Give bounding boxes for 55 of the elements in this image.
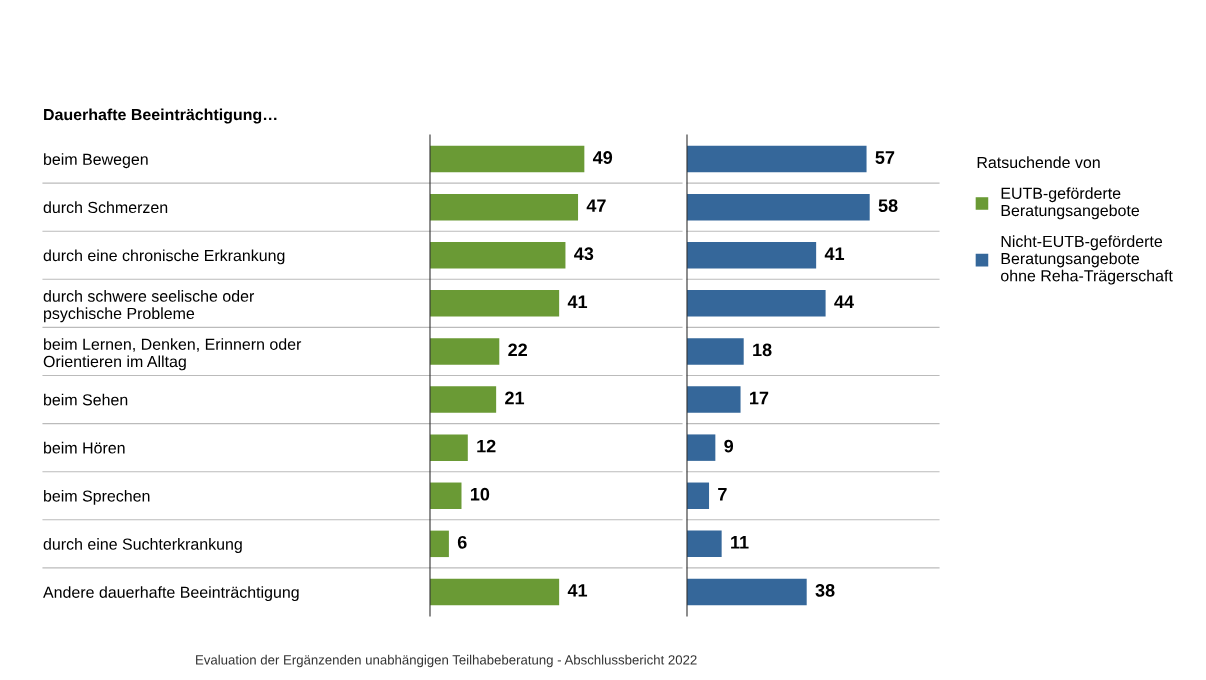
data-label: 9 (724, 439, 734, 453)
data-label: 7 (718, 488, 727, 501)
bar (430, 530, 449, 558)
bar (687, 386, 741, 413)
data-label: 43 (574, 247, 594, 261)
data-label: 41 (567, 584, 588, 597)
data-label: 44 (834, 295, 854, 309)
data-label: 47 (586, 199, 606, 212)
data-label: 41 (567, 295, 588, 309)
bar (687, 145, 867, 173)
bar (430, 386, 497, 413)
y-tick-label: durch Schmerzen (43, 201, 168, 214)
bar (430, 578, 560, 606)
bar (687, 242, 817, 269)
bar (687, 338, 744, 365)
bar (687, 290, 826, 317)
y-tick-label: beim Hören (44, 441, 125, 454)
data-label: 10 (470, 487, 490, 501)
text: Dauerhafte Beeinträchtigung… (44, 108, 277, 124)
text: Evaluation der Ergänzenden unabhängigen Teilhabeberatung - Abschlussbericht 2022 (196, 654, 697, 668)
data-label: 18 (753, 343, 772, 357)
y-tick-label: durch eine chronische Erkrankung (43, 249, 285, 265)
data-label: 58 (878, 199, 898, 212)
y-tick-label: beim Lernen, Denken, Erinnern oder Orientieren im Alltag (43, 338, 302, 371)
bar (430, 145, 585, 173)
y-tick-label: durch eine Suchterkrankung (43, 538, 242, 553)
y-tick-label: beim Sprechen (44, 489, 150, 505)
legend-title: Ratsuchende von (977, 156, 1100, 169)
y-tick-label: durch schwere seelische oder psychische Probleme (43, 290, 255, 323)
legend-label: EUTB-geförderte Beratungsangebote (1001, 187, 1140, 220)
data-label: 57 (875, 151, 895, 164)
data-label: 49 (592, 151, 613, 164)
data-label: 38 (815, 584, 835, 597)
data-label: 11 (731, 536, 749, 549)
bar (687, 434, 716, 461)
data-label: 22 (508, 343, 527, 357)
data-label: 21 (505, 391, 525, 405)
data-label: 6 (457, 535, 467, 549)
y-tick-label: beim Bewegen (44, 153, 148, 169)
bar (687, 193, 870, 221)
bar (430, 434, 468, 461)
bar (430, 290, 560, 317)
bar (430, 242, 566, 269)
bar (430, 338, 500, 365)
data-label: 12 (477, 439, 496, 453)
data-label: 17 (750, 391, 769, 405)
y-tick-label: Andere dauerhafte Beeinträchtigung (43, 586, 299, 602)
bar (687, 578, 807, 606)
bar (687, 530, 722, 558)
bar (430, 482, 462, 509)
legend-label: Nicht-EUTB-geförderte Beratungsangebote ohne Reha-Trägerschaft (1001, 235, 1173, 285)
bar (430, 193, 579, 221)
y-tick-label: beim Sehen (44, 393, 128, 406)
data-label: 41 (824, 247, 845, 260)
bar (687, 482, 710, 509)
